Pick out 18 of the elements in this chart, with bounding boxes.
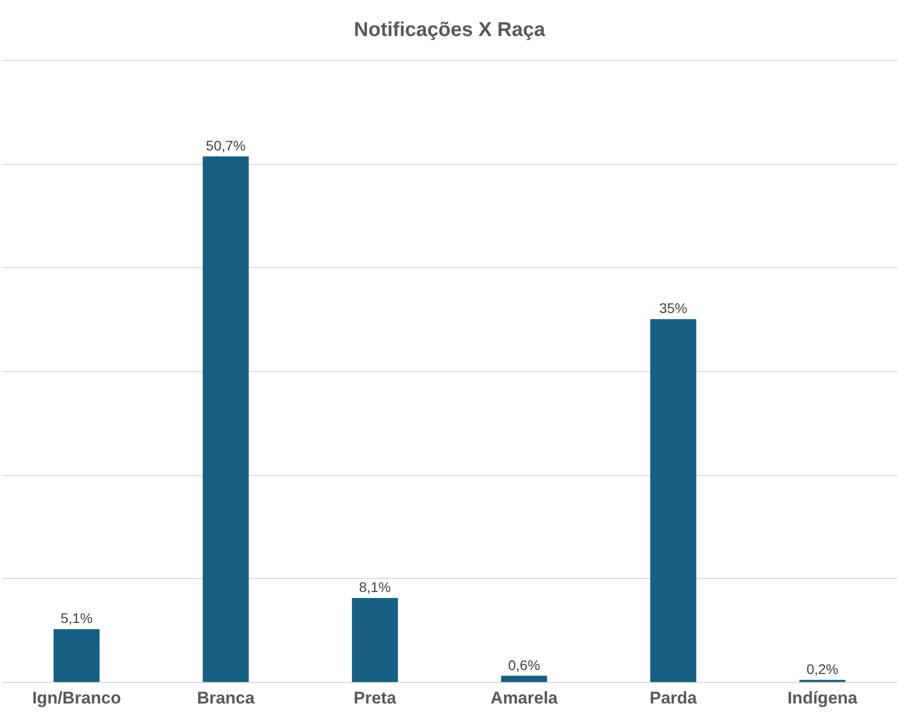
chart-title: Notificações X Raça bbox=[354, 19, 546, 41]
x-tick-label: Amarela bbox=[490, 688, 558, 708]
x-tick-label: Branca bbox=[196, 688, 256, 708]
data-label: 50,7% bbox=[206, 137, 246, 154]
bar bbox=[352, 598, 398, 682]
x-tick-label: Parda bbox=[650, 688, 698, 708]
data-label: 35% bbox=[659, 300, 688, 316]
x-tick-label: Ign/Branco bbox=[32, 688, 121, 708]
bar bbox=[54, 629, 100, 682]
data-label: 0,6% bbox=[508, 656, 540, 673]
x-tick-label: Indígena bbox=[787, 688, 858, 708]
bar bbox=[650, 319, 696, 682]
data-label: 8,1% bbox=[358, 579, 391, 596]
x-tick-label: Preta bbox=[354, 688, 397, 708]
data-label: 0,2% bbox=[806, 660, 838, 677]
bar bbox=[202, 156, 249, 682]
data-label: 5,1% bbox=[60, 610, 93, 626]
bar bbox=[501, 676, 548, 682]
